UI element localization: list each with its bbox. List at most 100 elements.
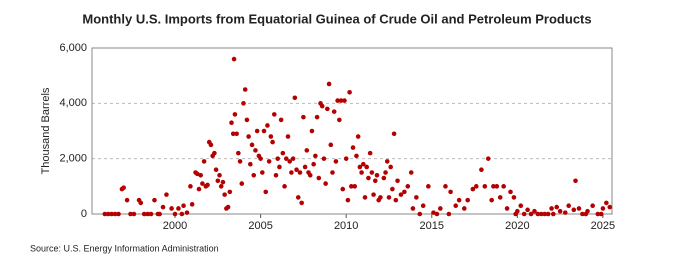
point [465, 197, 471, 203]
x-tick-label: 2005 [248, 220, 272, 232]
point [521, 211, 527, 217]
point [491, 184, 496, 189]
point [212, 150, 217, 156]
point [333, 159, 339, 164]
point [328, 142, 334, 148]
point [188, 184, 193, 189]
point [515, 208, 520, 214]
point [390, 186, 395, 192]
point [234, 131, 239, 137]
y-tick-label: 2,000 [59, 153, 87, 165]
point [105, 211, 111, 217]
point [241, 101, 246, 106]
point [337, 117, 342, 123]
point [253, 148, 258, 153]
point [109, 211, 114, 217]
point [585, 208, 590, 214]
point [176, 206, 181, 211]
point [201, 159, 207, 164]
point [386, 195, 392, 200]
point [309, 128, 315, 134]
point [414, 195, 419, 200]
point [287, 159, 292, 164]
point [494, 184, 500, 189]
point [239, 181, 245, 186]
point [316, 175, 322, 181]
point [359, 170, 364, 175]
point [528, 211, 534, 217]
point [232, 112, 238, 117]
point [218, 184, 224, 189]
point [200, 181, 205, 186]
point [246, 134, 251, 139]
point [319, 103, 325, 109]
point [595, 211, 601, 217]
point [283, 156, 289, 161]
point [148, 211, 154, 217]
point [270, 139, 275, 145]
point [138, 200, 144, 206]
point [482, 184, 488, 189]
point [461, 206, 467, 211]
source: Source: U.S. Energy Information Administ… [30, 243, 219, 253]
point [443, 184, 448, 189]
point [189, 202, 195, 207]
point [181, 203, 186, 208]
point [227, 189, 233, 195]
point [314, 114, 320, 120]
point [260, 170, 265, 175]
point [222, 192, 227, 197]
point [448, 189, 453, 195]
x-tick-label: 2000 [163, 220, 187, 232]
point [145, 211, 150, 217]
point [345, 197, 351, 203]
point [258, 156, 263, 161]
point [352, 184, 358, 189]
y-tick-label: 4,000 [59, 97, 87, 109]
point [362, 195, 368, 200]
point [302, 164, 308, 170]
point [372, 178, 378, 184]
point [607, 204, 613, 210]
point [217, 172, 222, 178]
point [384, 159, 390, 164]
point [576, 206, 582, 211]
y-tick-label: 6,000 [59, 42, 87, 54]
point [313, 153, 318, 159]
point [366, 175, 371, 181]
point [285, 134, 291, 139]
point [198, 172, 203, 178]
point [347, 89, 352, 95]
point [525, 207, 530, 213]
point [378, 195, 383, 200]
point [369, 170, 375, 175]
point [453, 203, 459, 208]
point [549, 206, 554, 211]
point [273, 172, 279, 178]
point [307, 172, 313, 178]
point [518, 203, 524, 208]
point [290, 156, 296, 161]
point [571, 207, 577, 213]
point [278, 117, 284, 123]
point [299, 200, 304, 206]
point [169, 206, 174, 211]
point [479, 167, 484, 173]
point [295, 195, 301, 200]
point [381, 175, 387, 181]
point [355, 134, 361, 139]
point [331, 109, 337, 114]
point [265, 123, 270, 128]
point [335, 98, 340, 103]
point [354, 153, 359, 159]
point [205, 182, 210, 188]
point [271, 112, 277, 117]
point [297, 170, 303, 175]
point [248, 161, 253, 167]
point [208, 142, 214, 148]
point [266, 159, 272, 164]
point [343, 156, 349, 161]
point [554, 204, 560, 210]
point [405, 184, 411, 189]
point [402, 189, 407, 195]
